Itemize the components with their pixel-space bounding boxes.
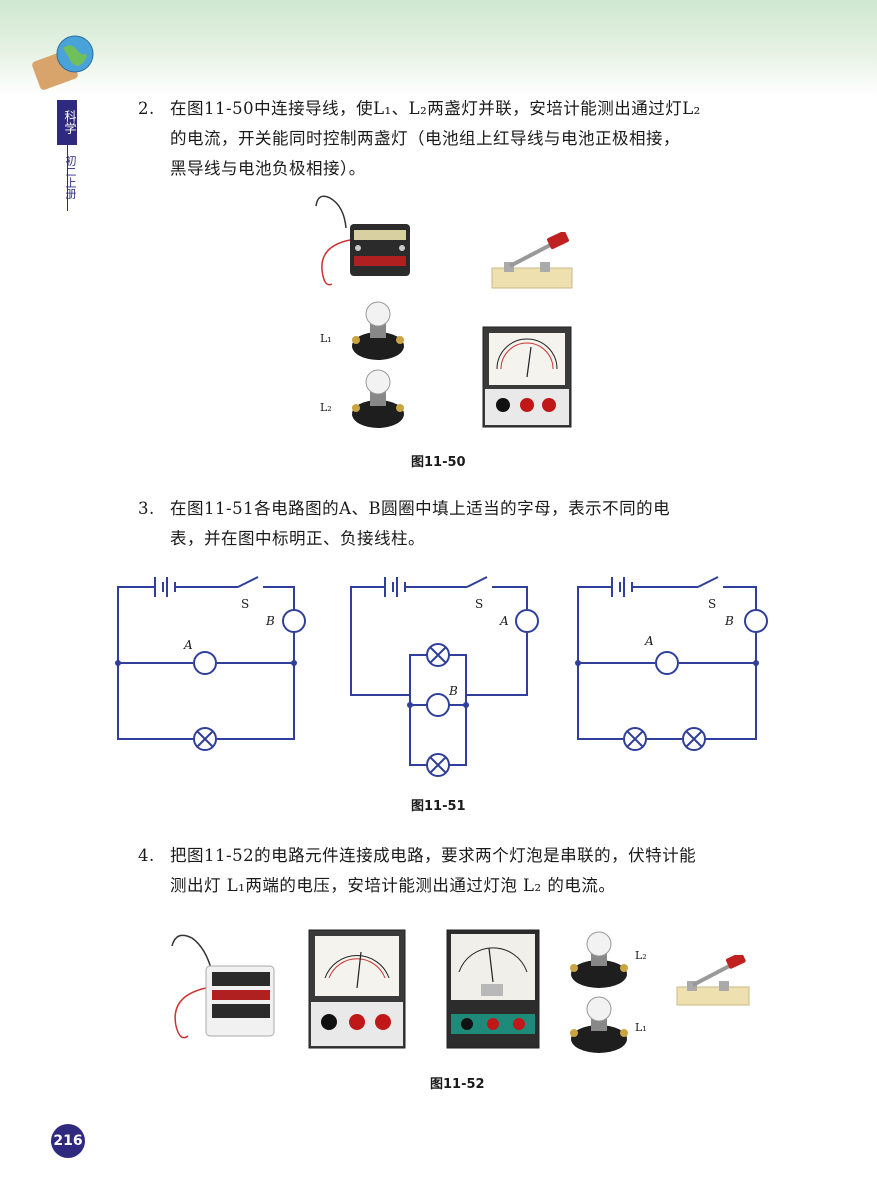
battery-pack-image: [315, 195, 410, 286]
battery-pack-image: [171, 934, 275, 1039]
figure-caption: 图11-51: [411, 799, 466, 814]
lamp-l2-image: [352, 369, 404, 428]
lamp-l1-label: L₁: [635, 1021, 647, 1034]
question-line: 黑导线与电池负极相接）。: [170, 159, 366, 178]
question-number: 3.: [138, 499, 155, 518]
question-line: 表，并在图中标明正、负接线柱。: [170, 529, 425, 548]
question-line: 把图11-52的电路元件连接成电路，要求两个灯泡是串联的，伏特计能: [170, 846, 697, 865]
question-2: 2. 在图11-50中连接导线，使L₁、L₂两盏灯并联，安培计能测出通过灯L₂ …: [138, 94, 798, 184]
circuit-1-meter-b-label: B: [265, 614, 275, 628]
circuit-2-meter-b-label: B: [448, 684, 458, 698]
lamp-l1-image: [352, 301, 404, 360]
lamp-l2-image: [570, 931, 628, 988]
circuit-2-switch-label: S: [475, 597, 483, 611]
question-4: 4. 把图11-52的电路元件连接成电路，要求两个灯泡是串联的，伏特计能 测出灯…: [138, 841, 798, 901]
side-tab: 科学 初二上册: [57, 100, 77, 212]
circuit-diagrams: S B A S A B S B A: [115, 576, 768, 777]
figure-caption: 图11-50: [411, 455, 466, 470]
circuit-3: [577, 576, 768, 751]
header-band: [0, 0, 877, 95]
lamp-l2-label: L₂: [635, 949, 647, 962]
figure-caption: 图11-52: [430, 1077, 485, 1092]
lamp-l1-image: [570, 996, 628, 1053]
lamp-l2-label: L₂: [320, 401, 332, 414]
circuit-3-switch-label: S: [708, 597, 716, 611]
ammeter-image: [482, 326, 572, 428]
lamp-l1-label: L₁: [320, 332, 332, 345]
circuit-3-meter-a-label: A: [644, 634, 654, 648]
question-line: 在图11-50中连接导线，使L₁、L₂两盏灯并联，安培计能测出通过灯L₂: [170, 99, 701, 118]
circuit-2-meter-a-label: A: [499, 614, 509, 628]
question-line: 测出灯 L₁两端的电压，安培计能测出通过灯泡 L₂ 的电流。: [170, 876, 616, 895]
question-number: 2.: [138, 99, 155, 118]
knife-switch-image: [491, 232, 573, 289]
knife-switch-image: [676, 955, 750, 1006]
circuit-3-meter-b-label: B: [724, 614, 734, 628]
question-line: 在图11-51各电路图的A、B圆圈中填上适当的字母，表示不同的电: [170, 499, 671, 518]
page-number: 216: [51, 1124, 85, 1158]
side-tab-subject: 科学: [63, 110, 77, 134]
circuit-1-meter-a-label: A: [183, 638, 193, 652]
question-3: 3. 在图11-51各电路图的A、B圆圈中填上适当的字母，表示不同的电 表，并在…: [138, 494, 798, 554]
question-line: 的电流，开关能同时控制两盏灯（电池组上红导线与电池正极相接，: [170, 129, 680, 148]
question-number: 4.: [138, 846, 155, 865]
circuit-1-switch-label: S: [241, 597, 249, 611]
side-tab-grade: 初二上册: [64, 155, 77, 199]
voltmeter-image: [446, 929, 540, 1049]
circuit-2: [350, 576, 539, 777]
globe-logo-icon: [32, 35, 94, 90]
circuit-1: [117, 576, 306, 751]
ammeter-image: [308, 929, 406, 1049]
